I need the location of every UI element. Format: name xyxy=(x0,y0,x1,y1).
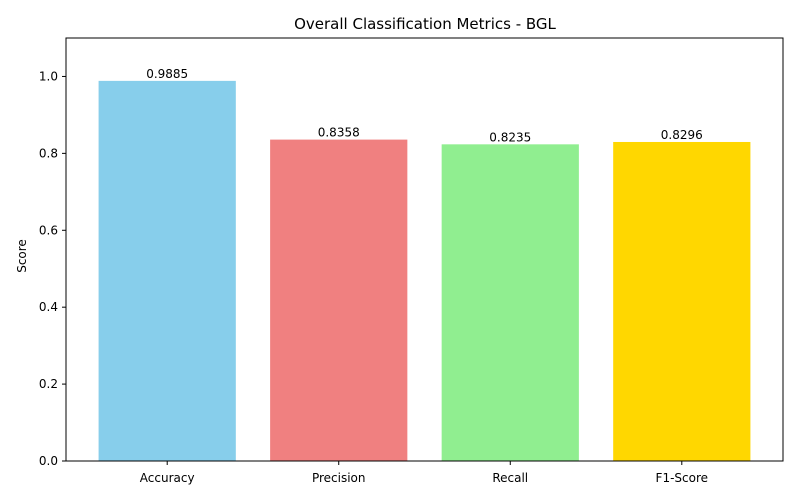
bar-value-label: 0.8296 xyxy=(661,128,703,142)
bar-value-label: 0.8235 xyxy=(489,130,531,144)
x-tick-label: Precision xyxy=(312,471,366,485)
y-tick-label: 0.0 xyxy=(39,454,58,468)
y-tick-label: 0.6 xyxy=(39,223,58,237)
x-tick-label: F1-Score xyxy=(656,471,708,485)
bars-group xyxy=(98,80,751,462)
y-tick-label: 0.8 xyxy=(39,146,58,160)
y-tick-label: 1.0 xyxy=(39,69,58,83)
x-tick-label: Recall xyxy=(492,471,528,485)
bar-value-label: 0.9885 xyxy=(146,67,188,81)
bar-precision xyxy=(270,139,408,461)
x-tick-label: Accuracy xyxy=(140,471,195,485)
bar-accuracy xyxy=(98,80,236,461)
bar-f1-score xyxy=(613,141,751,462)
y-tick-label: 0.2 xyxy=(39,377,58,391)
plot-frame xyxy=(65,37,784,462)
chart-title: Overall Classification Metrics - BGL xyxy=(294,15,556,33)
value-labels-group: 0.9885 0.8358 0.8235 0.8296 xyxy=(146,67,703,144)
bar-recall xyxy=(441,144,579,461)
x-axis: Accuracy Precision Recall F1-Score xyxy=(140,461,708,485)
y-axis-label: Score xyxy=(15,239,29,273)
y-axis: 0.0 0.2 0.4 0.6 0.8 1.0 xyxy=(39,69,66,468)
bar-value-label: 0.8358 xyxy=(318,126,360,140)
y-tick-label: 0.4 xyxy=(39,300,58,314)
